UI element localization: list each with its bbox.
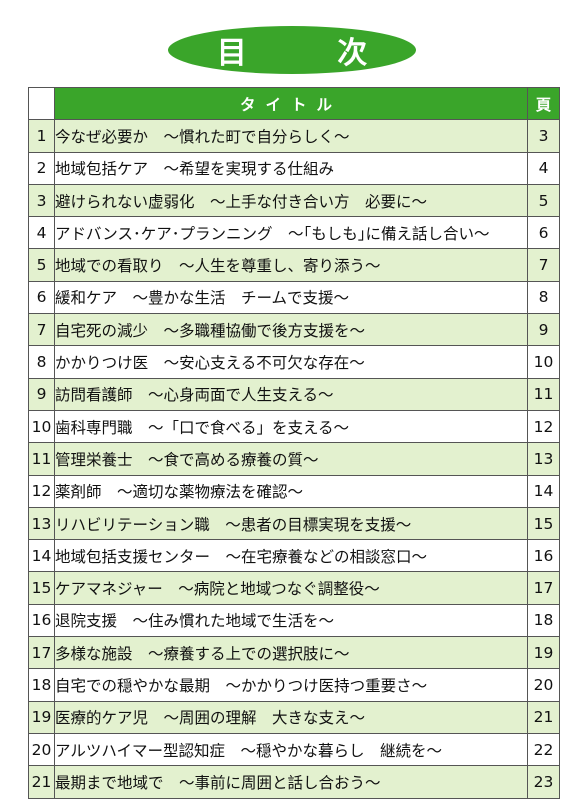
row-page: 19 [527, 636, 560, 670]
toc-row: 16 退院支援 〜住み慣れた地域で生活を〜 18 [28, 603, 560, 638]
toc-body: 1 今なぜ必要か 〜慣れた町で自分らしく〜 3 2 地域包括ケア 〜希望を実現する仕組み… [28, 119, 560, 799]
toc-row: 2 地域包括ケア 〜希望を実現する仕組み 4 [28, 151, 560, 185]
row-page: 6 [527, 216, 560, 250]
toc-row: 20 アルツハイマー型認知症 〜穏やかな暮らし 継続を〜 22 [28, 732, 560, 767]
row-page: 21 [527, 700, 560, 734]
toc-row: 14 地域包括支援センター 〜在宅療養などの相談窓口〜 16 [28, 539, 560, 573]
row-title: 今なぜ必要か 〜慣れた町で自分らしく〜 [54, 119, 528, 153]
row-page: 17 [527, 571, 560, 605]
row-number: 18 [28, 668, 55, 702]
row-number: 21 [28, 765, 55, 799]
row-title: 最期まで地域で 〜事前に周囲と話し合おう〜 [54, 765, 528, 799]
toc-row: 21 最期まで地域で 〜事前に周囲と話し合おう〜 23 [28, 765, 560, 799]
toc-row: 19 医療的ケア児 〜周囲の理解 大きな支え〜 21 [28, 700, 560, 734]
row-page: 11 [527, 377, 560, 411]
row-number: 14 [28, 539, 55, 573]
row-number: 20 [28, 732, 55, 767]
header-title: タイトル [54, 86, 528, 121]
row-page: 10 [527, 345, 560, 379]
page-heading: 目 次 [216, 36, 408, 71]
row-page: 13 [527, 442, 560, 476]
row-page: 7 [527, 248, 560, 282]
row-page: 18 [527, 603, 560, 638]
row-title: 地域での看取り 〜人生を尊重し、寄り添う〜 [54, 248, 528, 282]
row-number: 19 [28, 700, 55, 734]
row-number: 12 [28, 474, 55, 508]
toc-row: 11 管理栄養士 〜食で高める療養の質〜 13 [28, 442, 560, 476]
row-page: 4 [527, 151, 560, 185]
row-number: 13 [28, 506, 55, 541]
toc-row: 12 薬剤師 〜適切な薬物療法を確認〜 14 [28, 474, 560, 508]
row-title: 退院支援 〜住み慣れた地域で生活を〜 [54, 603, 528, 638]
row-number: 7 [28, 313, 55, 347]
toc-table: タイトル 頁 1 今なぜ必要か 〜慣れた町で自分らしく〜 3 2 地域包括ケア 〜希望を… [28, 86, 560, 799]
row-title: 自宅での穏やかな最期 〜かかりつけ医持つ重要さ〜 [54, 668, 528, 702]
row-number: 6 [28, 280, 55, 315]
row-number: 1 [28, 119, 55, 153]
heading-banner: 目 次 [168, 26, 416, 74]
toc-row: 5 地域での看取り 〜人生を尊重し、寄り添う〜 7 [28, 248, 560, 282]
row-page: 8 [527, 280, 560, 315]
toc-row: 3 避けられない虚弱化 〜上手な付き合い方 必要に〜 5 [28, 183, 560, 218]
row-title: 緩和ケア 〜豊かな生活 チームで支援〜 [54, 280, 528, 315]
row-number: 16 [28, 603, 55, 638]
header-spacer [28, 86, 55, 121]
toc-row: 15 ケアマネジャー 〜病院と地域つなぐ調整役〜 17 [28, 571, 560, 605]
row-title: 医療的ケア児 〜周囲の理解 大きな支え〜 [54, 700, 528, 734]
row-number: 10 [28, 409, 55, 444]
toc-row: 4 アドバンス･ケア･プランニング 〜｢もしも｣に備え話し合い〜 6 [28, 216, 560, 250]
row-page: 5 [527, 183, 560, 218]
row-title: 地域包括ケア 〜希望を実現する仕組み [54, 151, 528, 185]
row-number: 2 [28, 151, 55, 185]
header-page: 頁 [527, 86, 560, 121]
row-number: 4 [28, 216, 55, 250]
row-page: 3 [527, 119, 560, 153]
row-page: 23 [527, 765, 560, 799]
toc-row: 18 自宅での穏やかな最期 〜かかりつけ医持つ重要さ〜 20 [28, 668, 560, 702]
row-number: 17 [28, 636, 55, 670]
toc-row: 9 訪問看護師 〜心身両面で人生支える〜 11 [28, 377, 560, 411]
toc-row: 6 緩和ケア 〜豊かな生活 チームで支援〜 8 [28, 280, 560, 315]
toc-row: 10 歯科専門職 〜「口で食べる」を支える〜 12 [28, 409, 560, 444]
row-title: 自宅死の減少 〜多職種協働で後方支援を〜 [54, 313, 528, 347]
row-page: 20 [527, 668, 560, 702]
toc-row: 17 多様な施設 〜療養する上での選択肢に〜 19 [28, 636, 560, 670]
toc-row: 1 今なぜ必要か 〜慣れた町で自分らしく〜 3 [28, 119, 560, 153]
row-page: 14 [527, 474, 560, 508]
row-page: 15 [527, 506, 560, 541]
toc-header-row: タイトル 頁 [28, 86, 560, 121]
row-title: アルツハイマー型認知症 〜穏やかな暮らし 継続を〜 [54, 732, 528, 767]
row-page: 12 [527, 409, 560, 444]
row-page: 16 [527, 539, 560, 573]
row-title: リハビリテーション職 〜患者の目標実現を支援〜 [54, 506, 528, 541]
row-title: 歯科専門職 〜「口で食べる」を支える〜 [54, 409, 528, 444]
row-title: かかりつけ医 〜安心支える不可欠な存在〜 [54, 345, 528, 379]
row-number: 11 [28, 442, 55, 476]
toc-row: 7 自宅死の減少 〜多職種協働で後方支援を〜 9 [28, 313, 560, 347]
row-page: 22 [527, 732, 560, 767]
row-title: アドバンス･ケア･プランニング 〜｢もしも｣に備え話し合い〜 [54, 216, 528, 250]
row-title: 地域包括支援センター 〜在宅療養などの相談窓口〜 [54, 539, 528, 573]
row-number: 5 [28, 248, 55, 282]
toc-row: 13 リハビリテーション職 〜患者の目標実現を支援〜 15 [28, 506, 560, 541]
row-title: 管理栄養士 〜食で高める療養の質〜 [54, 442, 528, 476]
row-title: 避けられない虚弱化 〜上手な付き合い方 必要に〜 [54, 183, 528, 218]
row-title: 薬剤師 〜適切な薬物療法を確認〜 [54, 474, 528, 508]
row-page: 9 [527, 313, 560, 347]
row-number: 8 [28, 345, 55, 379]
row-title: 多様な施設 〜療養する上での選択肢に〜 [54, 636, 528, 670]
toc-row: 8 かかりつけ医 〜安心支える不可欠な存在〜 10 [28, 345, 560, 379]
row-title: ケアマネジャー 〜病院と地域つなぐ調整役〜 [54, 571, 528, 605]
row-number: 9 [28, 377, 55, 411]
row-number: 3 [28, 183, 55, 218]
row-title: 訪問看護師 〜心身両面で人生支える〜 [54, 377, 528, 411]
row-number: 15 [28, 571, 55, 605]
